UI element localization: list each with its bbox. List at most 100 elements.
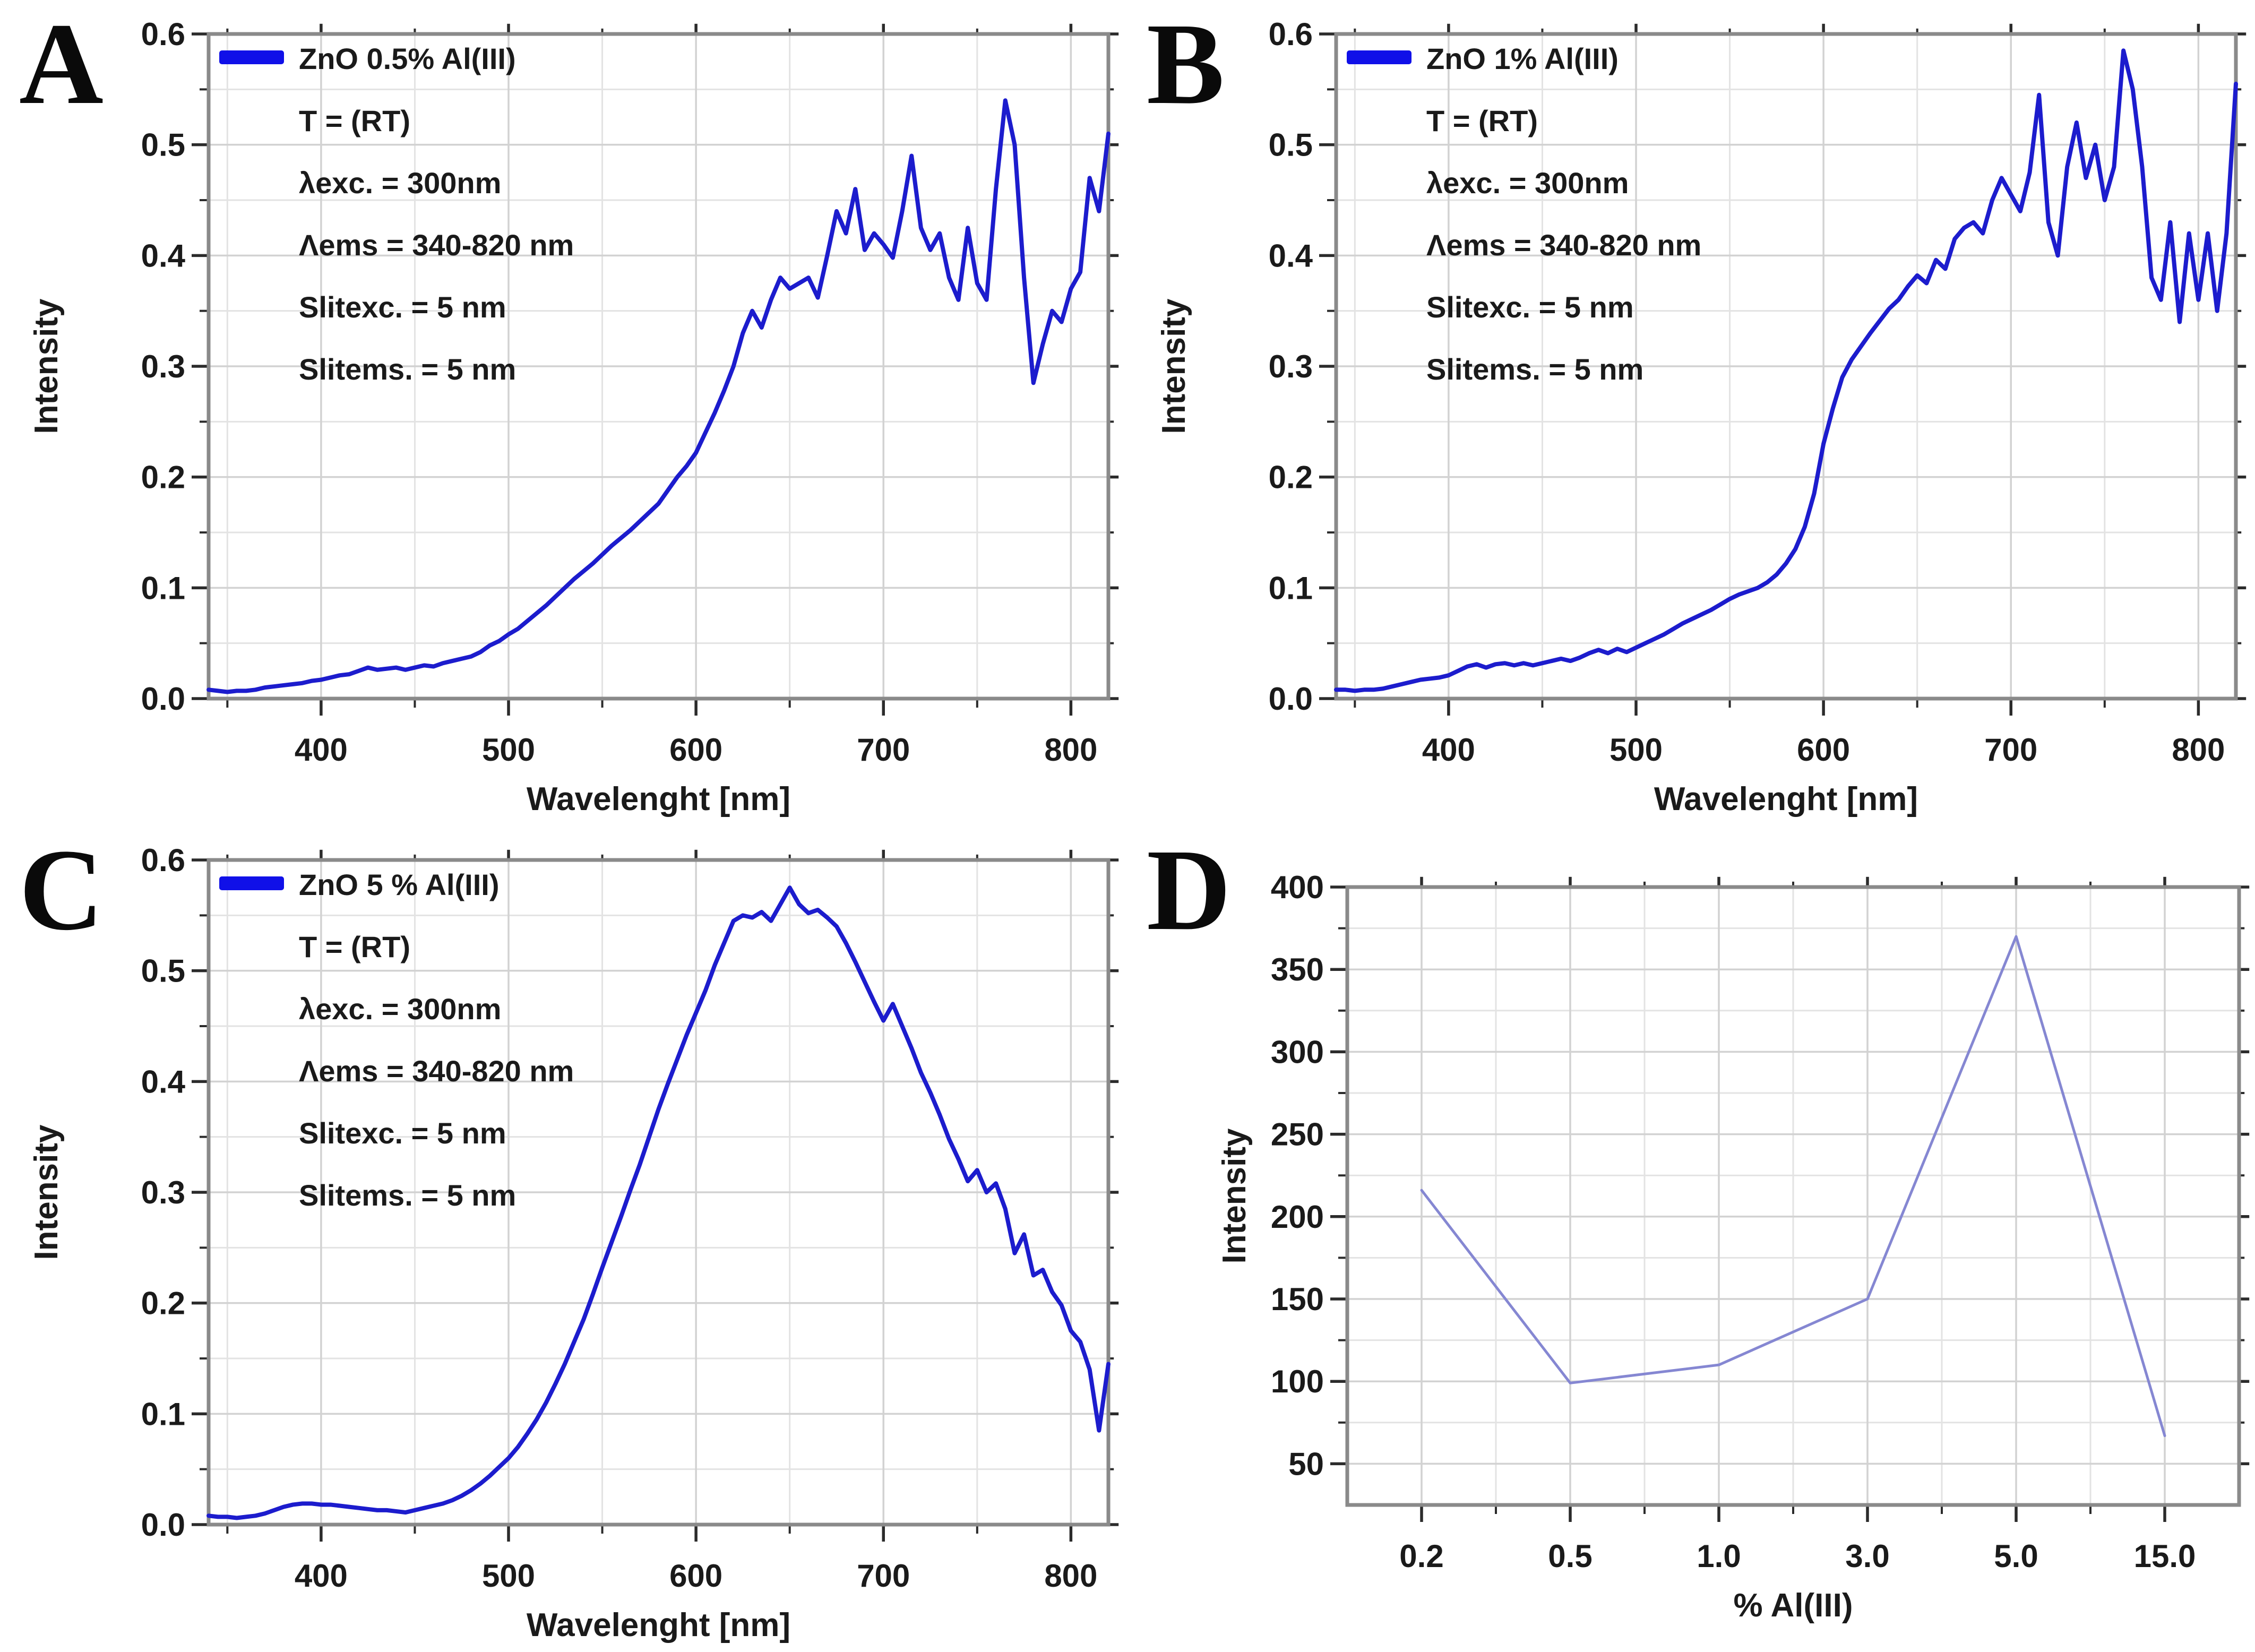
y-tick-label: 0.0: [141, 1507, 185, 1543]
x-tick-label: 15.0: [2134, 1538, 2196, 1574]
x-tick-label: 800: [1044, 732, 1097, 768]
y-tick-label: 0.6: [141, 16, 185, 52]
emission-spectrum-line: [206, 98, 1111, 694]
x-tick-label: 3.0: [1845, 1538, 1889, 1574]
y-tick-label: 0.6: [1269, 16, 1313, 52]
legend-line: Slitexc. = 5 nm: [1426, 290, 1634, 324]
y-axis-title: Intensity: [1156, 298, 1192, 434]
legend-line: λexc. = 300nm: [299, 166, 501, 200]
panel-letter-a: A: [19, 0, 104, 128]
plot-frame: [206, 32, 1111, 701]
legend: ZnO 5 % Al(III) T = (RT) λexc. = 300nm Λems…: [219, 868, 574, 1212]
y-axis-title: Intensity: [1216, 1128, 1253, 1263]
x-axis-title: Wavelenght [nm]: [1654, 781, 1918, 818]
x-tick-label: 800: [1044, 1558, 1097, 1594]
y-tick-label: 0.4: [1269, 238, 1313, 273]
y-tick-label: 0.5: [141, 953, 185, 989]
y-tick-label: 0.0: [141, 681, 185, 717]
x-tick-label: 1.0: [1697, 1538, 1741, 1574]
y-tick-label: 0.4: [141, 1064, 186, 1099]
y-tick-label: 0.0: [1269, 681, 1313, 717]
y-tick-label: 0.5: [141, 127, 185, 163]
x-axis-title: Wavelenght [nm]: [527, 1607, 790, 1644]
x-tick-label: 600: [669, 732, 722, 768]
x-axis-title: % Al(III): [1733, 1587, 1853, 1624]
y-tick-label: 0.2: [141, 1286, 185, 1321]
y-tick-label: 400: [1271, 870, 1324, 905]
x-tick-label: 400: [1422, 732, 1475, 768]
legend-line: Slitems. = 5 nm: [299, 1178, 516, 1212]
tick-labels: 0.2 0.5 1.0 3.0 5.0 15.0 50 100 150 200 250 300 350 4…: [1271, 870, 2196, 1574]
x-tick-label: 500: [482, 1558, 535, 1594]
legend-line: Slitems. = 5 nm: [1426, 352, 1643, 386]
y-tick-label: 0.1: [1269, 570, 1313, 606]
y-tick-label: 200: [1271, 1199, 1324, 1235]
x-tick-label: 500: [482, 732, 535, 768]
panel-c-chart: 400 500 600 700 800 0.0 0.1 0.2 0.3 0.4 0.5 0.6 Wave…: [28, 842, 1119, 1644]
panel-letter-c: C: [19, 825, 104, 954]
gridlines: [1347, 886, 2239, 1505]
legend-line: ZnO 5 % Al(III): [299, 868, 499, 901]
legend-line: Λems = 340-820 nm: [299, 1054, 574, 1088]
y-tick-label: 0.5: [1269, 127, 1313, 163]
legend-line: ZnO 1% Al(III): [1426, 42, 1619, 75]
y-tick-label: 150: [1271, 1281, 1324, 1317]
intensity-vs-al-line: [1420, 935, 2166, 1438]
axis-ticks: [1330, 876, 2250, 1522]
y-tick-label: 50: [1288, 1446, 1324, 1482]
legend: ZnO 1% Al(III) T = (RT) λexc. = 300nm Λems …: [1347, 42, 1701, 386]
plot-frame: [206, 858, 1111, 1527]
panel-a: A 400 500 600 700 800 0.0 0.1 0.2 0.3 0.4 0.5 0.6 Wa…: [0, 0, 1128, 826]
y-tick-label: 250: [1271, 1117, 1324, 1152]
tick-labels: 400 500 600 700 800 0.0 0.1 0.2 0.3 0.4 0.5 0.6: [1269, 16, 2225, 768]
panel-d: D 0.2 0.5 1.0 3.0 5.0 15.0 50 100 150 200 250 300 35…: [1128, 826, 2255, 1652]
plot-frame: [1345, 885, 2241, 1507]
x-tick-label: 0.2: [1399, 1538, 1443, 1574]
emission-spectrum-line: [206, 885, 1111, 1520]
legend-line: Slitexc. = 5 nm: [299, 1116, 506, 1150]
y-tick-label: 0.2: [141, 460, 185, 495]
emission-spectrum-line: [1334, 48, 2238, 693]
y-tick-label: 0.3: [141, 349, 185, 384]
tick-labels: 400 500 600 700 800 0.0 0.1 0.2 0.3 0.4 0.5 0.6: [141, 842, 1098, 1594]
panel-d-chart: 0.2 0.5 1.0 3.0 5.0 15.0 50 100 150 200 250 300 350 4…: [1216, 870, 2250, 1624]
y-tick-label: 100: [1271, 1364, 1324, 1399]
legend-line: Slitexc. = 5 nm: [299, 290, 506, 324]
x-tick-label: 500: [1610, 732, 1663, 768]
panel-a-chart: 400 500 600 700 800 0.0 0.1 0.2 0.3 0.4 0.5 0.6 Wave…: [28, 16, 1119, 818]
x-tick-label: 400: [295, 732, 348, 768]
legend: ZnO 0.5% Al(III) T = (RT) λexc. = 300nm Λem…: [219, 42, 574, 386]
x-tick-label: 800: [2172, 732, 2225, 768]
x-tick-label: 600: [1797, 732, 1850, 768]
legend-line: T = (RT): [299, 104, 410, 137]
legend-swatch: [219, 876, 284, 890]
y-tick-label: 0.6: [141, 842, 185, 878]
y-tick-label: 0.1: [141, 570, 185, 606]
y-tick-label: 0.3: [1269, 349, 1313, 384]
x-tick-label: 600: [669, 1558, 722, 1594]
legend-swatch: [219, 50, 284, 64]
panel-c: C 400 500 600 700 800 0.0 0.1 0.2 0.3 0.4 0.5 0.6 Wa…: [0, 826, 1128, 1652]
y-tick-label: 0.2: [1269, 460, 1313, 495]
y-tick-label: 0.4: [141, 238, 186, 273]
y-tick-label: 0.1: [141, 1396, 185, 1432]
legend-line: Λems = 340-820 nm: [299, 228, 574, 262]
y-tick-label: 0.3: [141, 1175, 185, 1210]
legend-line: ZnO 0.5% Al(III): [299, 42, 516, 75]
legend-line: λexc. = 300nm: [299, 992, 501, 1026]
y-tick-label: 300: [1271, 1034, 1324, 1070]
legend-swatch: [1347, 50, 1411, 64]
legend-line: Λems = 340-820 nm: [1426, 228, 1701, 262]
y-axis-title: Intensity: [28, 298, 65, 434]
x-tick-label: 700: [857, 1558, 910, 1594]
legend-line: Slitems. = 5 nm: [299, 352, 516, 386]
panel-b: B 400 500 600 700 800 0.0 0.1 0.2 0.3 0.4 0.5 0.6 Wa…: [1128, 0, 2255, 826]
x-tick-label: 0.5: [1548, 1538, 1592, 1574]
legend-line: λexc. = 300nm: [1426, 166, 1629, 200]
x-tick-label: 400: [295, 1558, 348, 1594]
x-tick-label: 700: [857, 732, 910, 768]
tick-labels: 400 500 600 700 800 0.0 0.1 0.2 0.3 0.4 0.5 0.6: [141, 16, 1098, 768]
y-axis-title: Intensity: [28, 1124, 65, 1260]
panel-letter-d: D: [1147, 825, 1231, 954]
